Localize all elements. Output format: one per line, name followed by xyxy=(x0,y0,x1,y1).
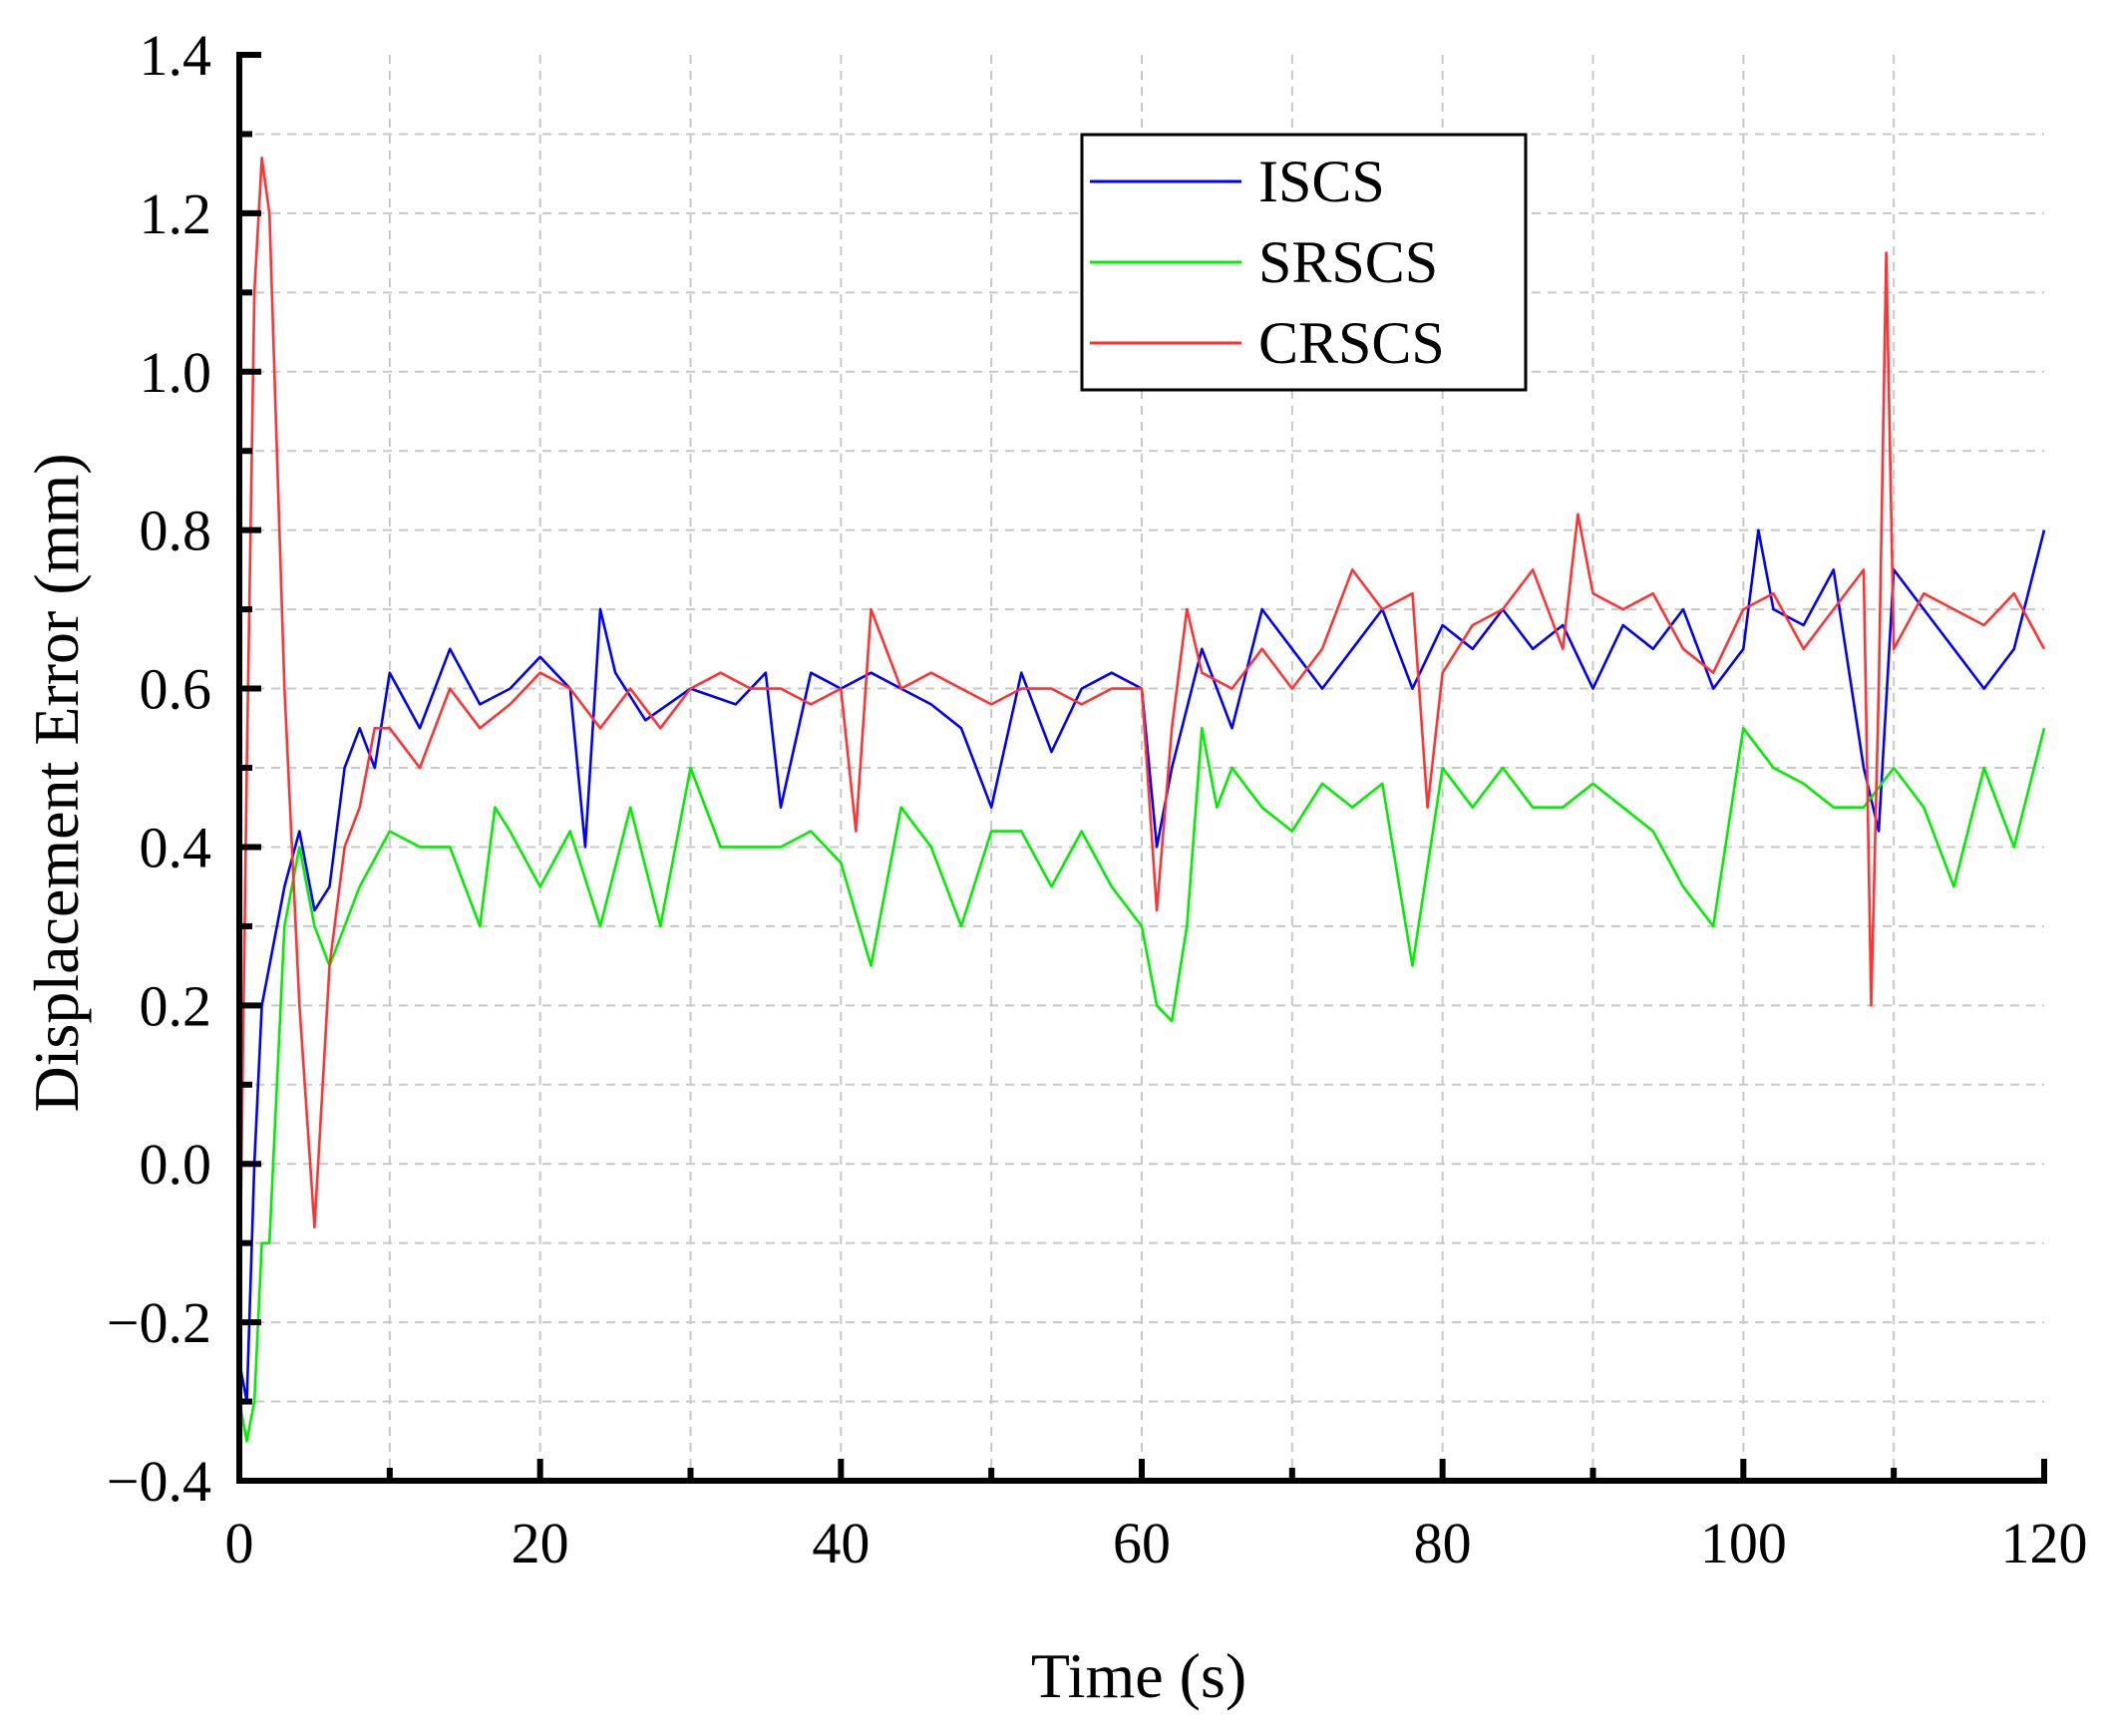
x-tick-label: 100 xyxy=(1700,1511,1787,1575)
y-axis-title: Displacement Error (mm) xyxy=(21,453,92,1112)
y-tick-label: 1.0 xyxy=(140,340,212,405)
y-tick-label: −0.4 xyxy=(107,1449,211,1514)
x-tick-label: 80 xyxy=(1414,1511,1472,1575)
y-tick-label: 0.0 xyxy=(140,1132,212,1197)
x-tick-label: 20 xyxy=(512,1511,569,1575)
legend-label-srscs: SRSCS xyxy=(1258,229,1438,295)
x-tick-label: 40 xyxy=(812,1511,870,1575)
y-tick-label: 0.8 xyxy=(140,499,212,563)
series-line-iscs xyxy=(237,528,2046,1403)
y-tick-label: 1.2 xyxy=(140,181,212,246)
x-tick-label: 120 xyxy=(2001,1511,2088,1575)
legend-label-iscs: ISCS xyxy=(1258,149,1385,214)
y-tick-label: −0.2 xyxy=(107,1290,211,1355)
x-axis-title: Time (s) xyxy=(1031,1640,1246,1711)
y-tick-label: 0.6 xyxy=(140,657,212,722)
legend: ISCS SRSCS CRSCS xyxy=(1080,133,1528,392)
y-tick-label: 0.4 xyxy=(140,815,212,879)
series-line-crscs xyxy=(237,157,2046,1323)
y-tick-label: 0.2 xyxy=(140,973,212,1038)
x-tick-label: 60 xyxy=(1113,1511,1171,1575)
legend-label-crscs: CRSCS xyxy=(1258,310,1445,376)
series-line-srscs xyxy=(237,726,2046,1443)
tick-labels: 0 20 40 60 80 100 120 −0.4 −0.2 0.0 0.2 0.4 0.6 0.8 1.… xyxy=(107,23,2088,1575)
y-tick-label: 1.4 xyxy=(140,23,212,88)
data-series xyxy=(237,157,2046,1443)
axes xyxy=(236,52,2047,1484)
x-tick-label: 0 xyxy=(225,1511,254,1575)
